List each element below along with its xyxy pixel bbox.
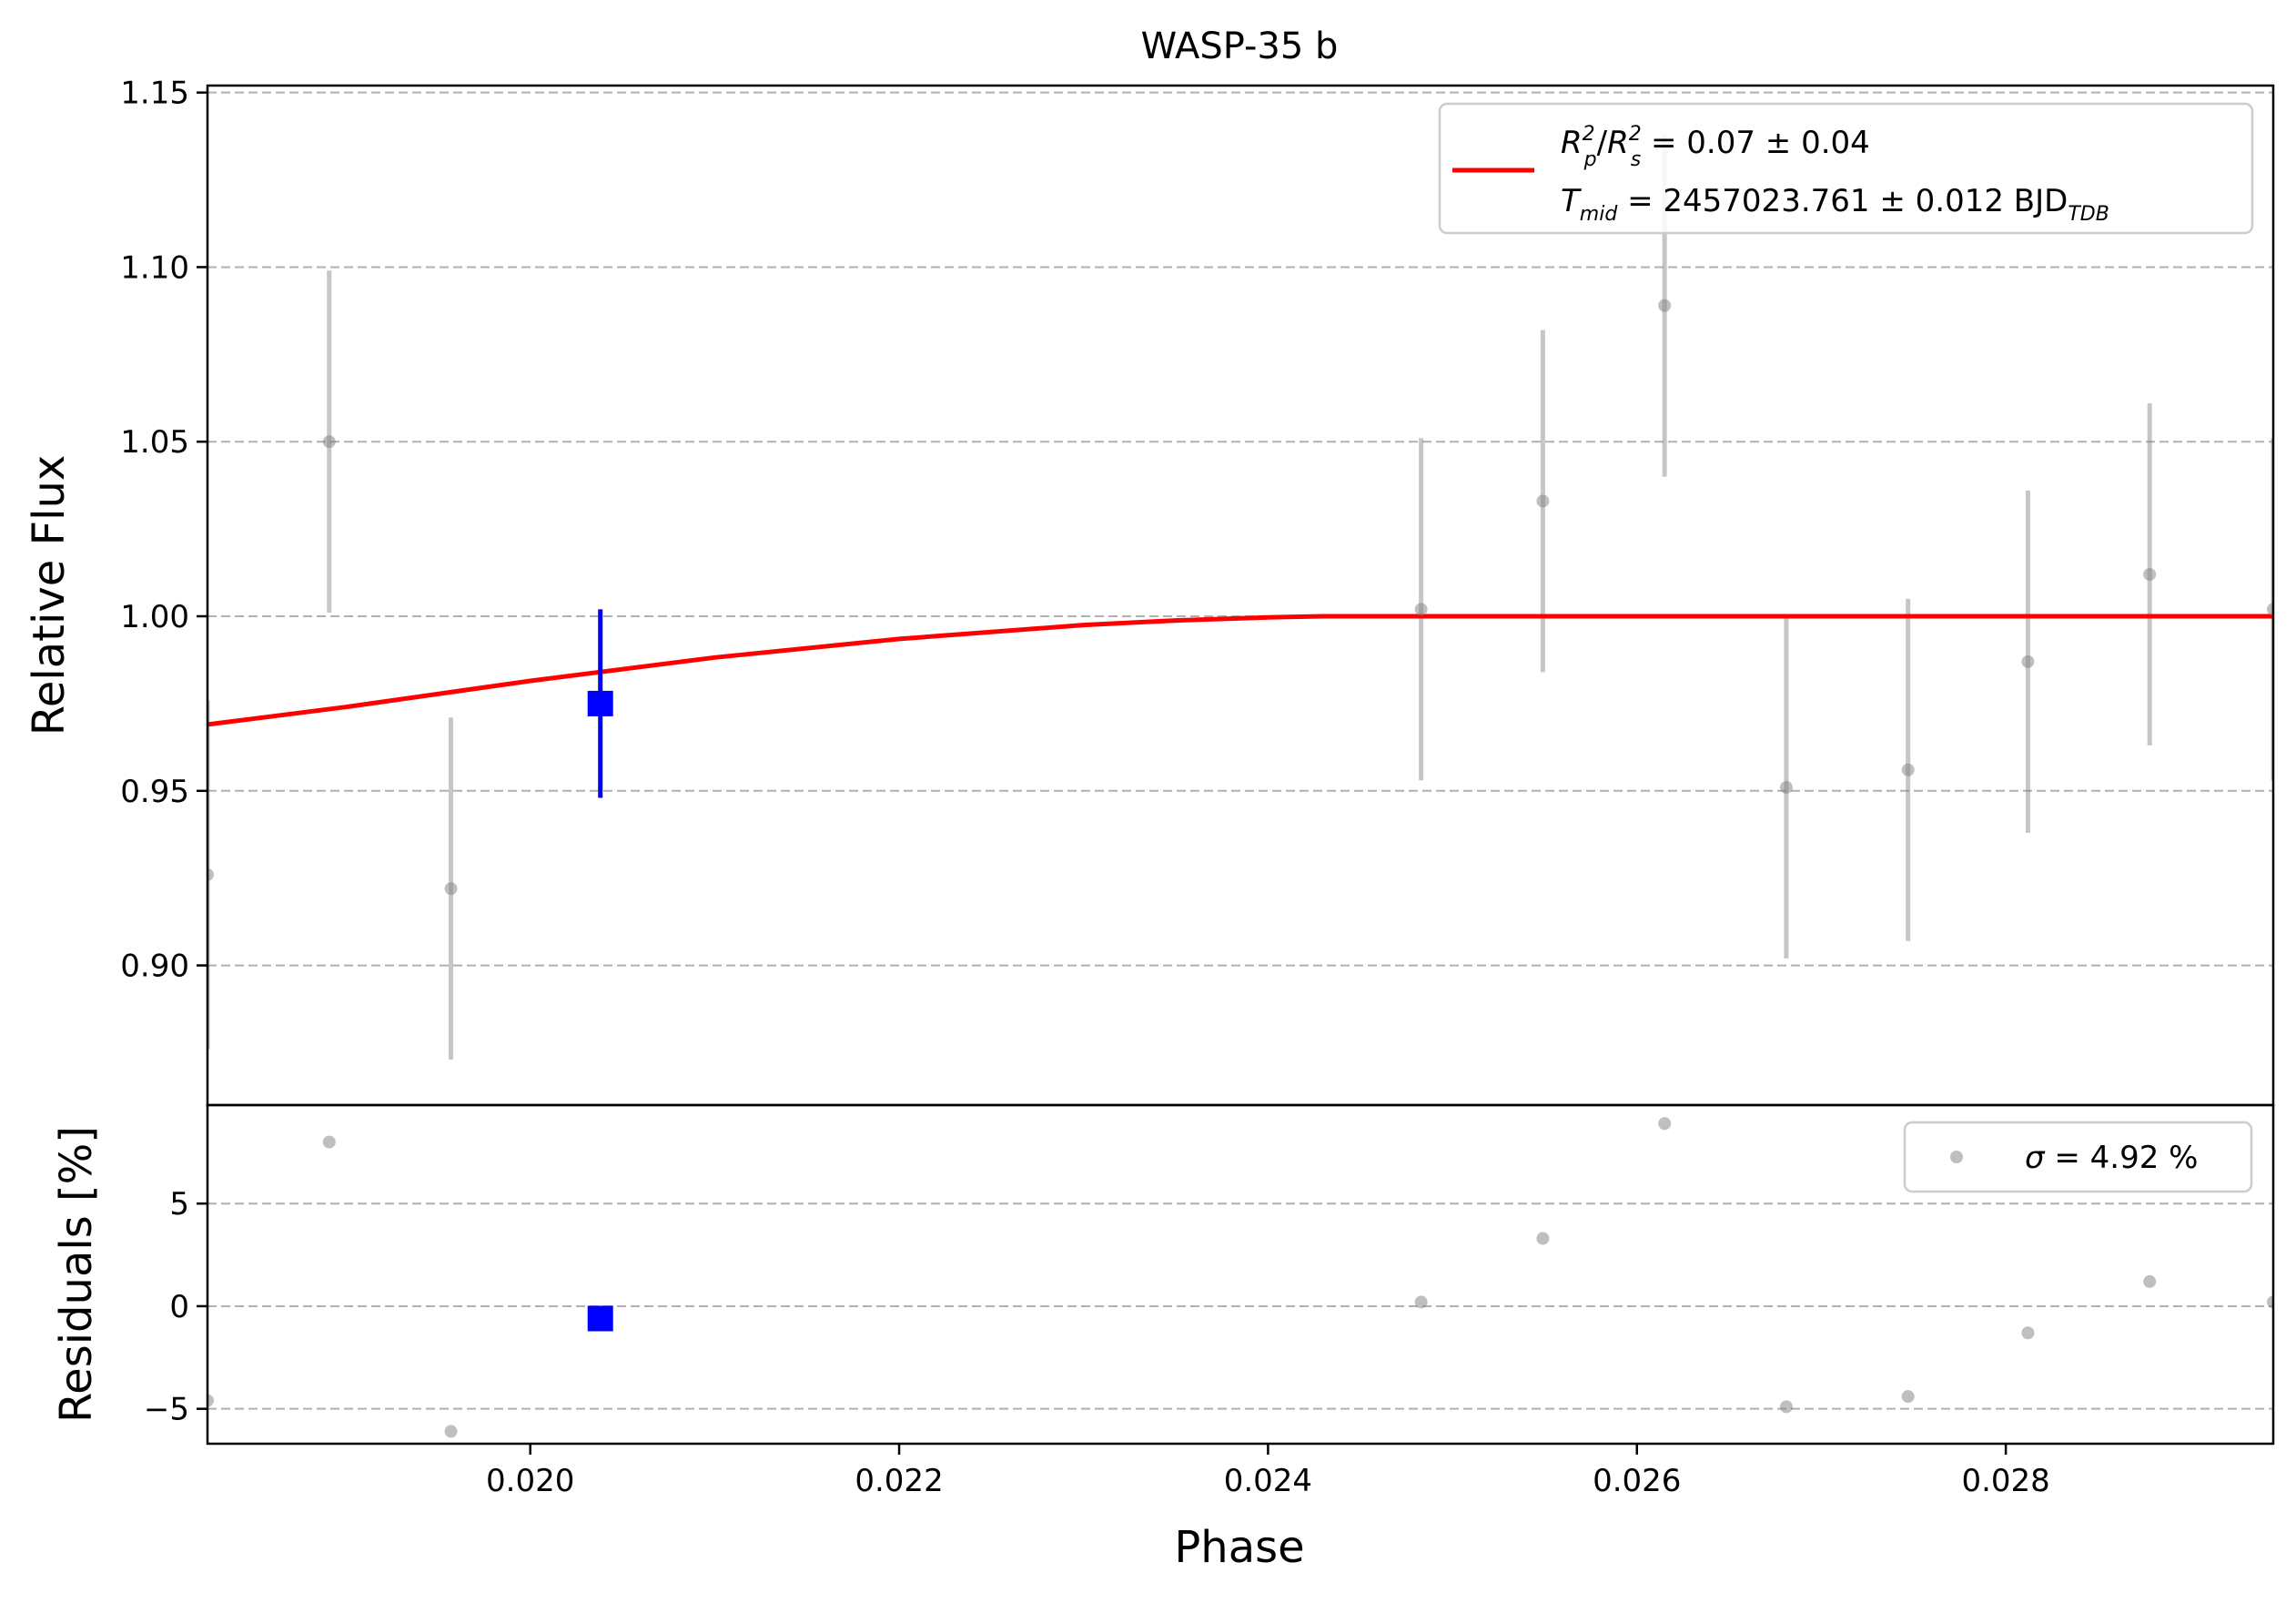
- chart-title: WASP-35 b: [1141, 25, 1339, 67]
- x-tick-label: 0.020: [486, 1463, 574, 1499]
- residual-point: [1414, 1295, 1428, 1309]
- residuals-legend-text: σ = 4.92 %: [2025, 1140, 2198, 1176]
- main-y-tick-label: 0.90: [120, 949, 189, 985]
- residuals-points: [207, 1117, 2273, 1438]
- residuals-y-tick-label: 0: [169, 1289, 189, 1325]
- main-legend: R2 p/R2 s = 0.07 ± 0.04 Tmid = 2457023.761…: [1438, 102, 2254, 235]
- residuals-binned-points: [587, 1305, 613, 1332]
- legend-mid-transit: Tmid = 2457023.761 ± 0.012 BJDTDB: [1561, 183, 2109, 226]
- main-y-tick-label: 0.95: [120, 774, 189, 810]
- main-points: [207, 299, 2273, 896]
- main-y-tick-label: 1.10: [120, 249, 189, 286]
- x-tick-label: 0.024: [1224, 1463, 1312, 1499]
- main-data-point: [1536, 494, 1550, 508]
- main-y-tick-label: 1.05: [120, 424, 189, 461]
- residual-point: [1901, 1390, 1915, 1404]
- x-tick-label: 0.028: [1961, 1463, 2049, 1499]
- residuals-panel: −5 0 5 0.020 0.022 0.024 0.026 0.028 Residuals…: [51, 1103, 2275, 1573]
- x-tick-label: 0.022: [855, 1463, 943, 1499]
- residuals-legend-marker: [1950, 1151, 1963, 1163]
- residuals-y-tick-label: 5: [169, 1186, 189, 1223]
- residual-point: [444, 1425, 458, 1438]
- residual-point: [1658, 1117, 1672, 1131]
- main-binned-marker: [587, 690, 613, 716]
- main-data-point: [2267, 603, 2273, 616]
- residual-point: [1779, 1400, 1793, 1414]
- residual-point: [207, 1394, 214, 1407]
- residual-point: [2267, 1295, 2273, 1309]
- main-binned-points: [587, 609, 613, 798]
- residual-point: [2021, 1326, 2035, 1340]
- main-y-tick-label: 1.15: [120, 76, 189, 112]
- residuals-y-tick-label: −5: [144, 1392, 189, 1428]
- residual-point: [2143, 1274, 2157, 1288]
- residuals-axes-frame: [206, 1103, 2275, 1446]
- residual-point: [322, 1135, 336, 1149]
- residual-point: [1536, 1232, 1550, 1245]
- main-legend-box: [1438, 102, 2254, 235]
- main-y-tick-label: 1.00: [120, 599, 189, 635]
- main-data-point: [1779, 780, 1793, 794]
- residuals-x-ticks: 0.020 0.022 0.024 0.026 0.028: [486, 1444, 2050, 1499]
- main-y-ticks: 0.90 0.95 1.00 1.05 1.10 1.15: [120, 76, 207, 985]
- main-data-point: [322, 435, 336, 449]
- residuals-grid: [207, 1202, 2273, 1410]
- main-data-point: [2143, 567, 2157, 581]
- legend-radius-ratio: R2 p/R2 s = 0.07 ± 0.04: [1561, 123, 1870, 171]
- main-data-point: [1901, 763, 1915, 776]
- x-axis-title: Phase: [1174, 1522, 1304, 1573]
- main-data-point: [444, 882, 458, 896]
- main-data-point: [1658, 299, 1672, 312]
- main-y-axis-title: Relative Flux: [24, 455, 75, 736]
- main-data-point: [207, 867, 214, 881]
- main-panel: WASP-35 b 0.90 0.95 1.00 1.05 1.10 1.15 Relat…: [24, 25, 2275, 1107]
- transit-model-line: [207, 614, 2273, 727]
- main-data-point: [2021, 654, 2035, 668]
- residuals-y-axis-title: Residuals [%]: [51, 1126, 102, 1423]
- residuals-legend: σ = 4.92 %: [1903, 1121, 2253, 1193]
- x-tick-label: 0.026: [1593, 1463, 1681, 1499]
- residuals-y-ticks: −5 0 5: [144, 1186, 207, 1428]
- residual-binned-marker: [587, 1305, 613, 1332]
- residuals-legend-box: [1903, 1121, 2253, 1193]
- main-data-point: [1414, 603, 1428, 616]
